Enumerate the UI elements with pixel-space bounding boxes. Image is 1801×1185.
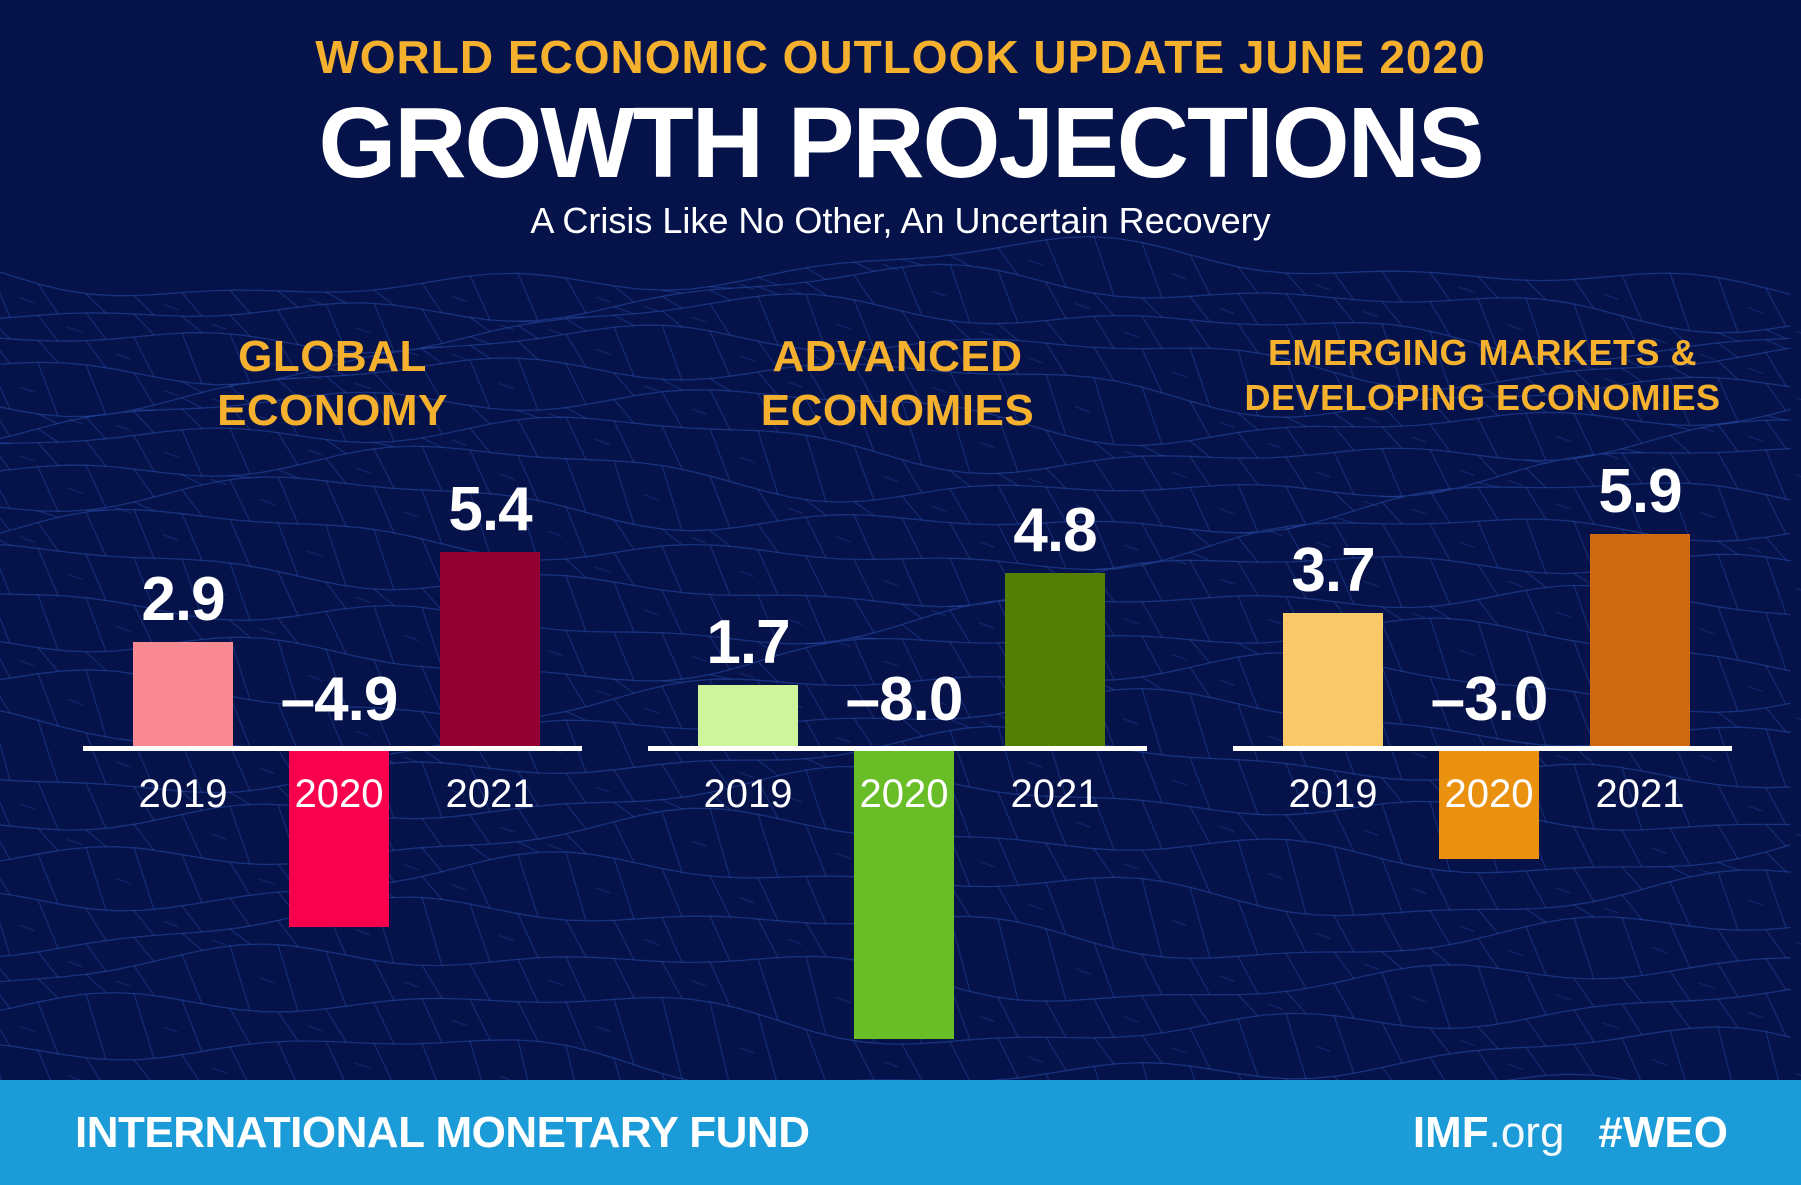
- footer-org-name: INTERNATIONAL MONETARY FUND: [75, 1108, 810, 1157]
- group-heading-emerging-markets: EMERGING MARKETS & DEVELOPING ECONOMIES: [1233, 330, 1732, 421]
- bar-value-label: 2.9: [141, 565, 225, 634]
- bar-2019: [698, 685, 798, 746]
- subtitle-text: A Crisis Like No Other, An Uncertain Rec…: [530, 200, 1271, 241]
- group-heading-advanced-economies: ADVANCED ECONOMIES: [648, 330, 1147, 437]
- bar-year-label: 2019: [703, 772, 793, 816]
- bar-2021: [1590, 534, 1690, 746]
- bar-2020: [289, 751, 389, 927]
- footer-website-imf: IMF: [1412, 1107, 1489, 1157]
- bar-value-label: 4.8: [1013, 496, 1097, 565]
- bar-year-label: 2021: [445, 772, 535, 816]
- bar-value-label: 5.9: [1598, 457, 1682, 526]
- bar-2021: [440, 552, 540, 746]
- bar-year-label: 2020: [859, 772, 949, 816]
- bar-2020: [1439, 751, 1539, 859]
- kicker-text: WORLD ECONOMIC OUTLOOK UPDATE JUNE 2020: [315, 31, 1486, 83]
- footer-website: IMF.org: [1413, 1108, 1565, 1158]
- bar-2020: [854, 751, 954, 1039]
- bar-2021: [1005, 573, 1105, 746]
- bar-year-label: 2020: [1444, 772, 1534, 816]
- zero-axis-line: [648, 746, 1147, 751]
- footer-hashtag: #WEO: [1598, 1107, 1728, 1157]
- zero-axis-line: [83, 746, 582, 751]
- footer-website-org: .org: [1488, 1107, 1565, 1157]
- chart-group-emerging-markets: EMERGING MARKETS & DEVELOPING ECONOMIES …: [1233, 0, 1732, 1080]
- bar-year-label: 2020: [294, 772, 384, 816]
- footer-links: IMF.org #WEO: [1413, 1080, 1728, 1185]
- zero-axis-line: [1233, 746, 1732, 751]
- bar-value-label: –8.0: [845, 665, 964, 734]
- group-heading-line: ECONOMY: [217, 385, 448, 435]
- footer-bar: INTERNATIONAL MONETARY FUND IMF.org #WEO: [0, 1080, 1801, 1185]
- bar-value-label: 3.7: [1291, 536, 1375, 605]
- group-heading-line: ADVANCED: [772, 332, 1023, 381]
- bar-year-label: 2019: [138, 772, 228, 816]
- bar-year-label: 2021: [1595, 772, 1685, 816]
- group-heading-line: ECONOMIES: [760, 385, 1035, 435]
- bar-2019: [1283, 613, 1383, 746]
- bar-value-label: –3.0: [1430, 665, 1549, 734]
- bar-year-label: 2021: [1010, 772, 1100, 816]
- bar-value-label: 1.7: [706, 608, 790, 677]
- group-heading-global-economy: GLOBAL ECONOMY: [83, 330, 582, 437]
- bar-2019: [133, 642, 233, 746]
- bar-value-label: –4.9: [280, 665, 399, 734]
- page-title: GROWTH PROJECTIONS: [318, 87, 1484, 199]
- group-heading-line: EMERGING MARKETS &: [1267, 332, 1697, 373]
- group-heading-line: DEVELOPING ECONOMIES: [1244, 377, 1721, 419]
- bar-year-label: 2019: [1288, 772, 1378, 816]
- group-heading-line: GLOBAL: [238, 332, 427, 381]
- chart-group-advanced-economies: ADVANCED ECONOMIES 1.7 2019 –8.0 2020 4.8 202…: [648, 0, 1147, 1080]
- bar-value-label: 5.4: [448, 475, 532, 544]
- chart-group-global-economy: GLOBAL ECONOMY 2.9 2019 –4.9 2020 5.4 2021: [83, 0, 582, 1080]
